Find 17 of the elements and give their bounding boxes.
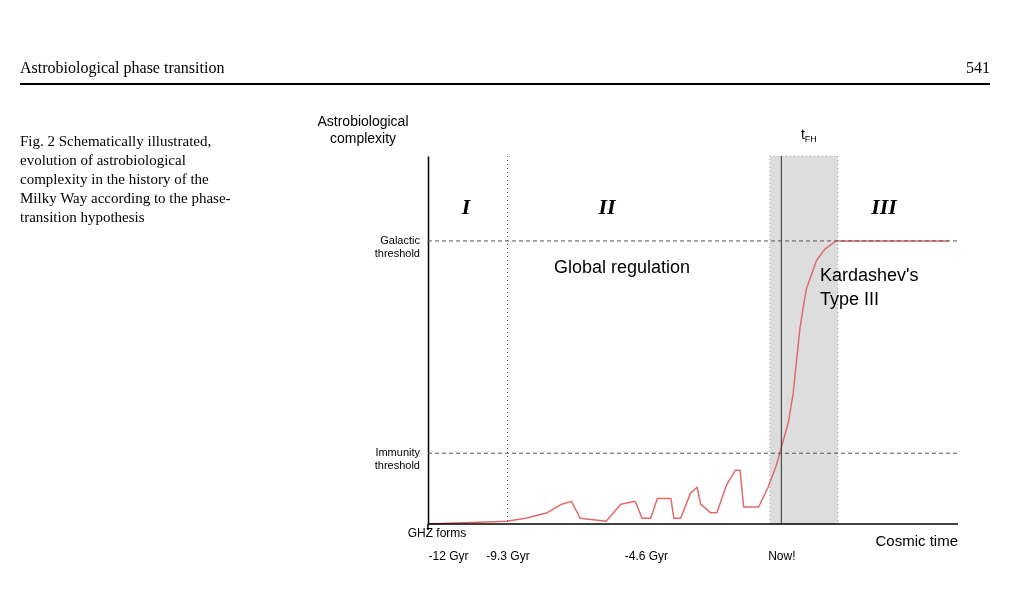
ref-line-label: Galactic threshold bbox=[374, 233, 421, 259]
annotation: Global regulation bbox=[553, 257, 691, 277]
annotation: Kardashev's Type III bbox=[820, 265, 919, 309]
x-axis-title: Cosmic time bbox=[875, 532, 958, 549]
text: III bbox=[870, 194, 899, 219]
text: II bbox=[597, 194, 617, 219]
text: Astrobiological phase transition bbox=[20, 59, 225, 77]
x-tick-label: -12 Gyr bbox=[428, 548, 469, 563]
caption: Fig. 2 Schematically illustrated, evolution of astrobiological complexity in the history of the Milky Way according to the phase-transition hypothesis bbox=[20, 133, 231, 225]
text: I bbox=[460, 194, 472, 219]
text: Astrobiological complexity bbox=[317, 113, 409, 146]
x-tick-label: -4.6 Gyr bbox=[624, 548, 669, 563]
text: 541 bbox=[966, 59, 990, 76]
text: GHZ forms bbox=[407, 526, 467, 540]
x-tick-label: Now! bbox=[768, 548, 796, 563]
ref-line-label: Immunity threshold bbox=[374, 446, 421, 472]
x-tick-label: -9.3 Gyr bbox=[486, 548, 530, 563]
